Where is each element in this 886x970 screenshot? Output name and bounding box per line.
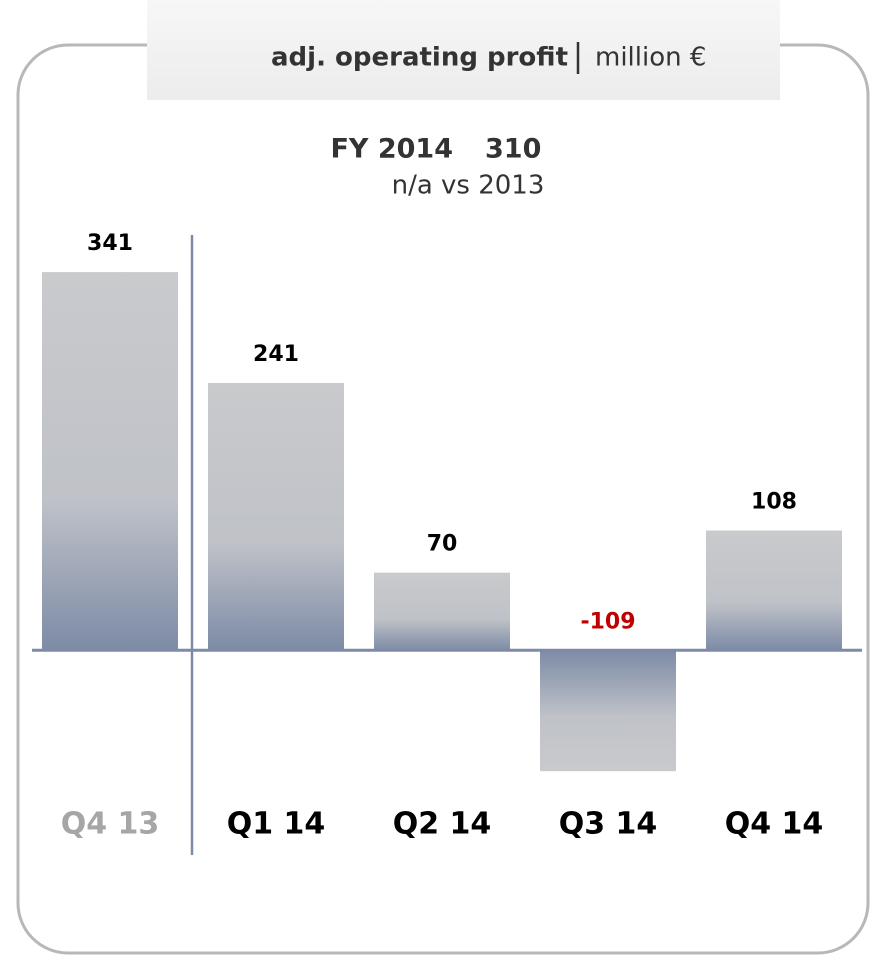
summary-label: FY 2014: [330, 134, 453, 165]
bar: [208, 382, 344, 651]
comparison: n/a vs 2013: [392, 171, 545, 201]
bar: [42, 272, 178, 651]
x-tick-label: Q2 14: [393, 807, 492, 842]
x-tick-label: Q3 14: [559, 807, 658, 842]
summary-value: 310: [485, 134, 541, 165]
bar: [540, 650, 676, 772]
value-label: 341: [87, 231, 133, 256]
chart-title: adj. operating profit: [271, 43, 568, 73]
x-tick-label: Q4 13: [61, 807, 160, 842]
bar: [374, 572, 510, 651]
value-label: 70: [427, 532, 458, 557]
value-label: 241: [253, 342, 299, 367]
unit-label: million €: [595, 43, 706, 73]
value-label: -109: [580, 609, 635, 634]
x-tick-label: Q1 14: [227, 807, 326, 842]
header-box: [147, 0, 780, 100]
value-label: 108: [751, 489, 797, 514]
x-tick-label: Q4 14: [725, 807, 824, 842]
bar: [706, 530, 842, 651]
